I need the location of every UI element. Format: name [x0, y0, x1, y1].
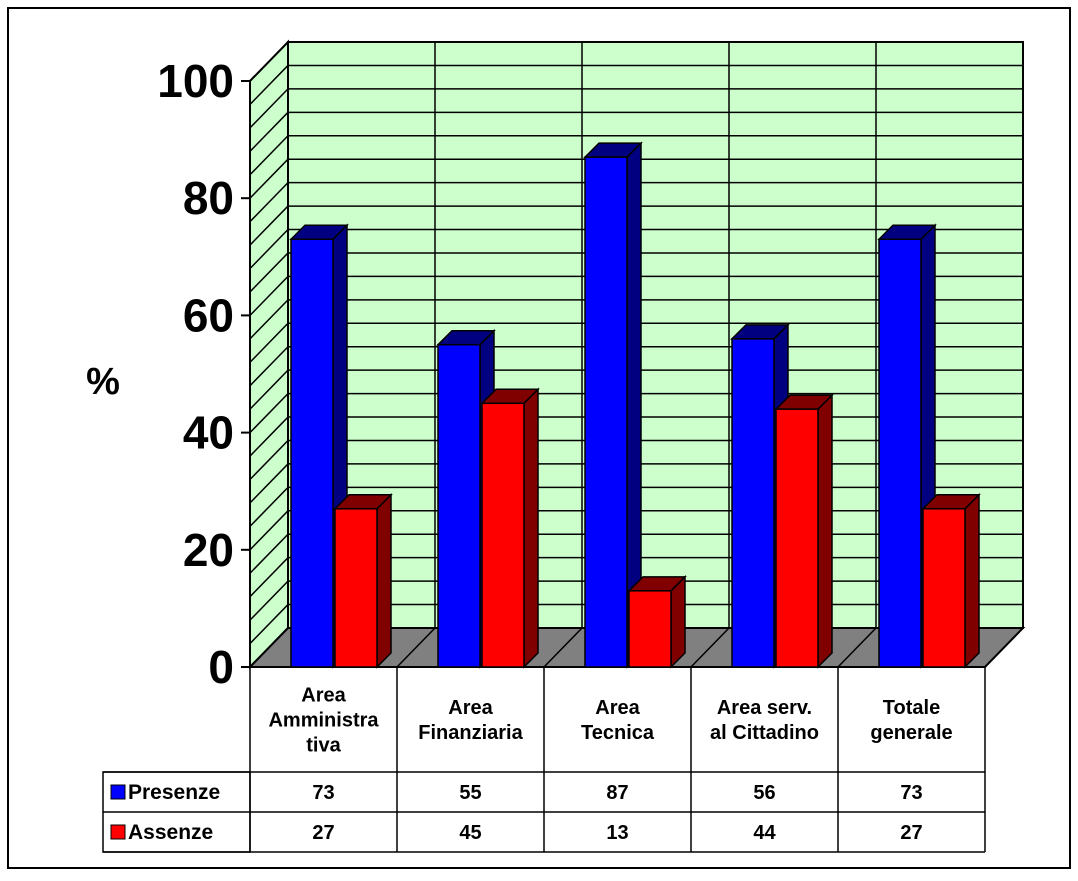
bar — [437, 343, 481, 668]
category-label: Area — [595, 697, 640, 719]
bars — [289, 141, 981, 669]
side-gridline — [249, 88, 289, 129]
bar — [334, 508, 378, 668]
bar — [481, 402, 525, 668]
floor-divider — [543, 627, 583, 668]
table-value: 13 — [606, 822, 628, 844]
side-gridline — [249, 557, 289, 598]
data-table: Area Amministra tiva Area Finanziaria Area Tec… — [102, 667, 986, 853]
category-label: Amministra — [268, 710, 379, 732]
side-gridline — [249, 580, 289, 621]
side-gridline — [249, 533, 289, 574]
bar-side — [964, 492, 980, 669]
table-value: 73 — [900, 782, 922, 804]
category-label: Area — [448, 697, 493, 719]
bar-side — [817, 393, 833, 669]
y-tick-label: 0 — [208, 641, 234, 693]
legend-label: Presenze — [128, 781, 220, 804]
side-gridline — [249, 393, 289, 434]
y-tick-label: 20 — [183, 524, 234, 576]
side-gridline — [249, 158, 289, 199]
side-gridline — [249, 182, 289, 223]
side-gridline — [249, 205, 289, 246]
legend-key — [110, 784, 126, 800]
side-gridline — [249, 369, 289, 410]
y-tick-label: 60 — [183, 289, 234, 341]
y-tick-label: 100 — [157, 55, 234, 107]
bar — [878, 238, 922, 668]
bar — [628, 590, 672, 668]
y-tick-label: 80 — [183, 172, 234, 224]
side-gridline — [249, 322, 289, 363]
side-gridline — [249, 64, 289, 105]
table-value: 56 — [753, 782, 775, 804]
category-label: Totale — [883, 697, 940, 719]
side-gridline — [249, 346, 289, 387]
bar-side — [523, 387, 539, 669]
category-label: generale — [870, 722, 952, 744]
bar — [922, 508, 966, 668]
side-gridline — [249, 604, 289, 645]
side-gridline — [249, 135, 289, 176]
bar-side — [376, 492, 392, 669]
table-value: 27 — [312, 822, 334, 844]
side-gridline — [249, 252, 289, 293]
side-gridline — [249, 41, 289, 82]
side-gridline — [249, 486, 289, 527]
category-label: tiva — [306, 735, 341, 757]
side-gridline — [249, 463, 289, 504]
category-label: al Cittadino — [710, 722, 819, 744]
category-label: Area serv. — [717, 697, 812, 719]
y-axis-label: % — [86, 361, 120, 403]
y-tick-label: 40 — [183, 407, 234, 459]
category-label: Area — [301, 685, 346, 707]
floor-divider — [396, 627, 436, 668]
floor-divider — [690, 627, 730, 668]
side-wall-panel — [249, 39, 289, 670]
side-gridline — [249, 439, 289, 481]
legend-key — [110, 824, 126, 840]
table-value: 55 — [459, 782, 481, 804]
side-gridline — [249, 228, 289, 270]
table-value: 27 — [900, 822, 922, 844]
side-gridline — [249, 299, 289, 340]
bar — [775, 408, 819, 668]
side-gridline — [249, 416, 289, 457]
side-gridline — [249, 275, 289, 316]
table-value: 45 — [459, 822, 481, 844]
side-gridline — [249, 111, 289, 152]
table-value: 73 — [312, 782, 334, 804]
bar-side — [670, 575, 686, 669]
y-axis: 0 20 40 60 80 100 — [157, 55, 251, 693]
bar — [731, 338, 775, 668]
legend-label: Assenze — [128, 821, 213, 844]
table-value: 87 — [606, 782, 628, 804]
bar — [584, 156, 628, 668]
bar — [290, 238, 334, 668]
category-label: Finanziaria — [418, 722, 523, 744]
category-label: Tecnica — [581, 722, 655, 744]
table-value: 44 — [753, 822, 776, 844]
side-wall — [249, 39, 289, 670]
floor-divider — [837, 627, 877, 668]
side-gridline — [249, 510, 289, 551]
